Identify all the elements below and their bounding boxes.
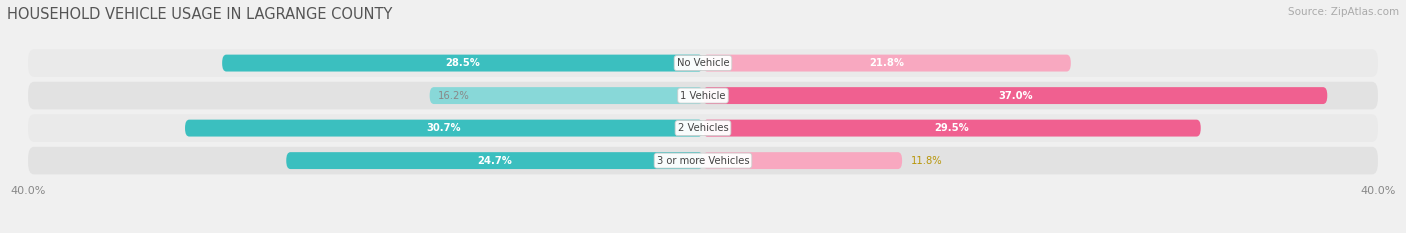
Text: No Vehicle: No Vehicle <box>676 58 730 68</box>
Text: Source: ZipAtlas.com: Source: ZipAtlas.com <box>1288 7 1399 17</box>
Text: HOUSEHOLD VEHICLE USAGE IN LAGRANGE COUNTY: HOUSEHOLD VEHICLE USAGE IN LAGRANGE COUN… <box>7 7 392 22</box>
FancyBboxPatch shape <box>28 114 1378 142</box>
Text: 1 Vehicle: 1 Vehicle <box>681 91 725 101</box>
FancyBboxPatch shape <box>28 49 1378 77</box>
Text: 2 Vehicles: 2 Vehicles <box>678 123 728 133</box>
Text: 11.8%: 11.8% <box>911 156 942 166</box>
FancyBboxPatch shape <box>703 87 1327 104</box>
Text: 30.7%: 30.7% <box>426 123 461 133</box>
FancyBboxPatch shape <box>703 120 1201 137</box>
FancyBboxPatch shape <box>430 87 703 104</box>
Text: 29.5%: 29.5% <box>935 123 969 133</box>
Text: 28.5%: 28.5% <box>446 58 479 68</box>
Text: 3 or more Vehicles: 3 or more Vehicles <box>657 156 749 166</box>
Text: 37.0%: 37.0% <box>998 91 1032 101</box>
Text: 21.8%: 21.8% <box>869 58 904 68</box>
FancyBboxPatch shape <box>186 120 703 137</box>
FancyBboxPatch shape <box>703 152 903 169</box>
Text: 16.2%: 16.2% <box>439 91 470 101</box>
FancyBboxPatch shape <box>222 55 703 72</box>
FancyBboxPatch shape <box>28 82 1378 110</box>
FancyBboxPatch shape <box>287 152 703 169</box>
FancyBboxPatch shape <box>28 147 1378 175</box>
FancyBboxPatch shape <box>703 55 1071 72</box>
Text: 24.7%: 24.7% <box>477 156 512 166</box>
